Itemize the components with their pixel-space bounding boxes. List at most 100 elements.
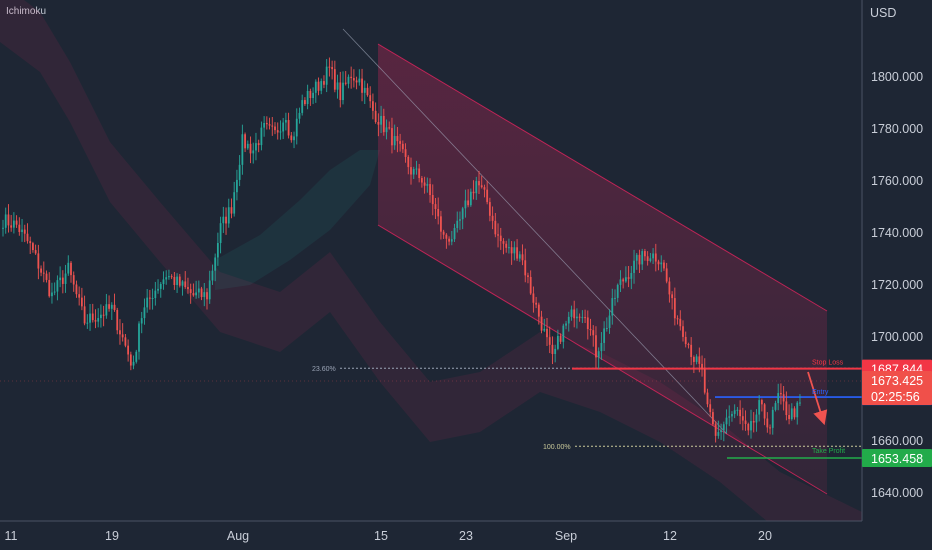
candle	[627, 265, 630, 288]
candle	[698, 347, 701, 373]
candle	[344, 71, 347, 86]
candle	[741, 407, 744, 431]
candle-body	[488, 202, 491, 216]
candle-body	[97, 318, 100, 322]
candle-body	[586, 317, 589, 330]
candle-body	[352, 78, 355, 81]
candle	[614, 289, 616, 306]
candle-body	[456, 220, 459, 229]
candle-body	[214, 257, 217, 271]
candle-body	[763, 404, 766, 419]
candle-body	[524, 260, 527, 276]
candle-body	[48, 279, 51, 297]
candle-body	[116, 309, 119, 331]
take-profit-caption: Take Profit	[812, 448, 845, 455]
candle	[396, 126, 399, 153]
candle-body	[769, 427, 771, 429]
price-tick-label: 1740.000	[871, 226, 923, 240]
candle-body	[592, 330, 595, 336]
candle	[105, 293, 108, 319]
candle-body	[75, 284, 78, 295]
candle	[7, 204, 10, 233]
candle-body	[597, 351, 600, 358]
candle-body	[491, 215, 494, 221]
candle	[684, 331, 687, 348]
candle	[10, 214, 13, 232]
candle-body	[431, 195, 434, 205]
candle	[635, 252, 638, 270]
candle-body	[464, 200, 467, 209]
candle-body	[127, 345, 130, 355]
time-tick-label: Aug	[227, 529, 249, 543]
candle-body	[635, 254, 638, 261]
candle	[469, 188, 472, 207]
time-tick-label: 11	[5, 529, 18, 543]
candle	[581, 310, 584, 324]
price-tick-label: 1640.000	[871, 486, 923, 500]
candle	[510, 241, 513, 265]
trend-line	[342, 28, 728, 435]
candle	[548, 326, 551, 354]
candle-body	[469, 191, 472, 206]
candle	[244, 132, 246, 153]
candle-body	[32, 243, 34, 251]
candle-body	[230, 207, 233, 214]
candle	[4, 207, 7, 234]
candle	[271, 116, 274, 136]
candle	[540, 310, 543, 334]
candle-body	[497, 234, 499, 236]
candle-body	[440, 216, 442, 232]
candle	[760, 398, 763, 412]
candle-body	[293, 136, 295, 141]
candle-body	[412, 168, 415, 175]
candle	[162, 271, 165, 290]
candle-body	[195, 292, 198, 296]
candle	[192, 283, 195, 297]
candle	[423, 176, 426, 194]
candle	[755, 409, 758, 432]
candle-body	[758, 400, 761, 415]
candle-body	[595, 335, 597, 358]
candle	[448, 236, 450, 246]
candle-body	[78, 294, 81, 298]
candle-body	[483, 187, 486, 190]
candle	[363, 80, 366, 105]
candle-body	[570, 309, 573, 317]
current-price-tag-text: 02:25:56	[871, 390, 920, 404]
candle-body	[467, 200, 470, 206]
time-tick-label: 23	[459, 529, 473, 543]
candle	[287, 112, 290, 139]
candle-body	[546, 328, 548, 338]
candle	[410, 157, 412, 185]
candle	[257, 139, 260, 153]
candle-body	[34, 250, 37, 254]
current-price-tag-bg	[862, 371, 932, 405]
time-axis-panel[interactable]	[0, 521, 932, 550]
stop-loss-caption: Stop Loss	[812, 360, 844, 367]
candle	[766, 412, 769, 433]
candle	[518, 251, 521, 262]
candle	[211, 264, 214, 285]
candle	[143, 298, 146, 325]
candle	[758, 395, 761, 422]
candle-body	[189, 289, 192, 294]
candle-body	[138, 323, 140, 352]
candle	[170, 274, 173, 280]
candle	[437, 197, 440, 225]
candle	[404, 143, 407, 163]
candle	[108, 295, 110, 312]
candle-body	[176, 276, 178, 286]
candle-body	[543, 328, 546, 331]
candle-body	[388, 127, 391, 129]
candle-body	[796, 402, 799, 418]
candle	[225, 207, 227, 235]
candle-body	[529, 276, 532, 294]
candle-body	[333, 69, 336, 90]
candle-body	[516, 247, 518, 259]
candle	[665, 262, 668, 284]
candle	[663, 259, 665, 271]
candle-body	[339, 82, 342, 101]
candle-body	[80, 297, 83, 307]
